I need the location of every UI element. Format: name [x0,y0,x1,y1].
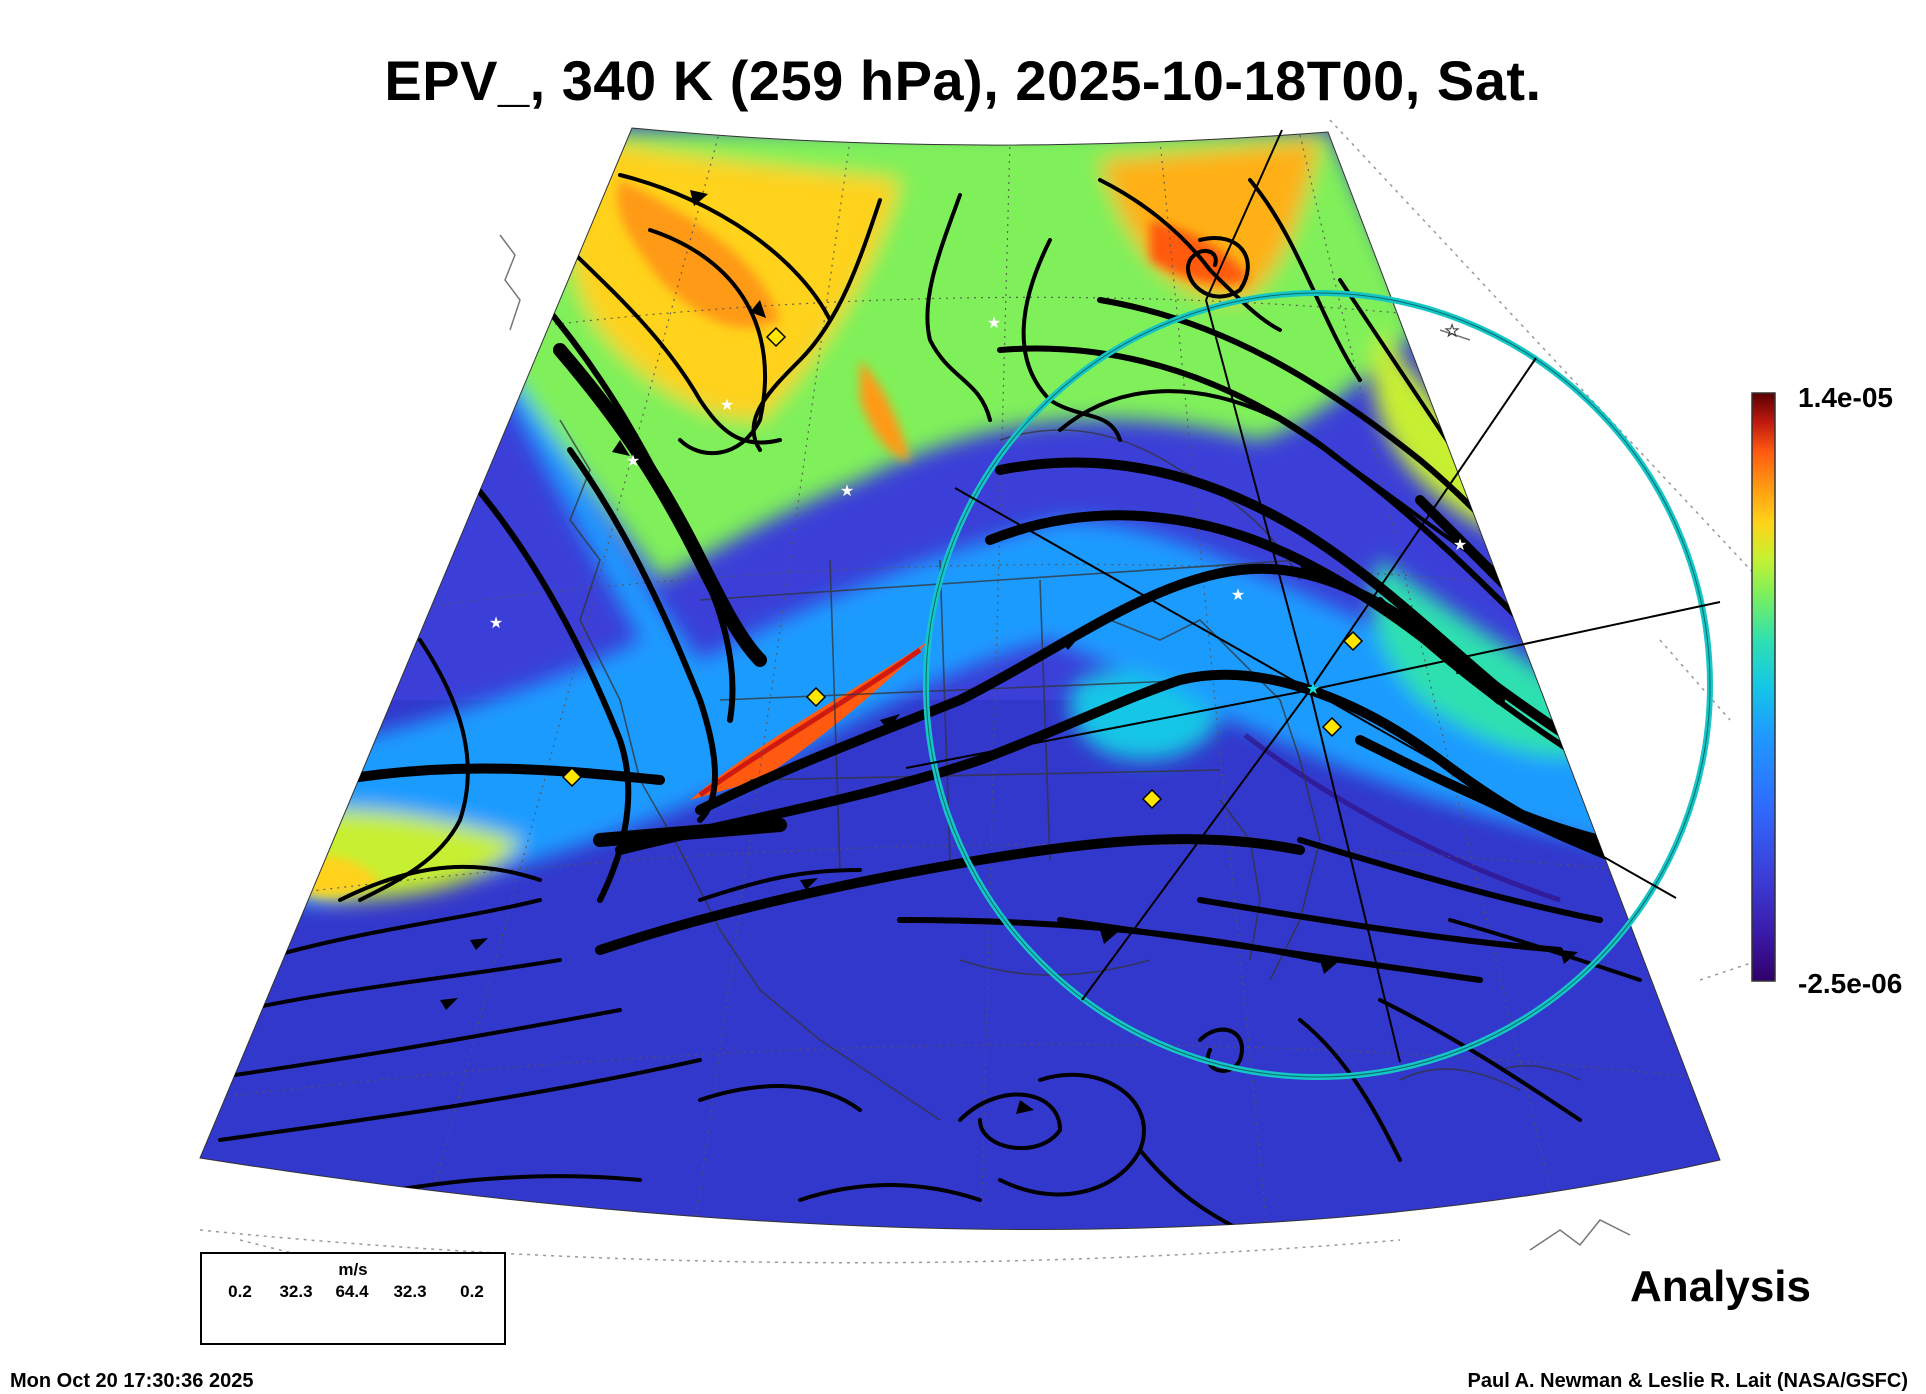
outer-graticule [199,119,1761,1264]
colorbar-max-label: 1.4e-05 [1798,382,1893,413]
credits: Paul A. Newman & Leslie R. Lait (NASA/GS… [1467,1370,1908,1392]
wind-legend-value: 32.3 [393,1282,427,1301]
wind-legend: m/s 0.2 32.3 64.4 32.3 0.2 [200,1252,506,1345]
wind-legend-value: 0.2 [460,1282,484,1301]
map-title: EPV_, 340 K (259 hPa), 2025-10-18T00, Sa… [384,49,1542,112]
wind-legend-value: 0.2 [228,1282,252,1301]
timestamp: Mon Oct 20 17:30:36 2025 [10,1370,254,1392]
star-marker-outline: ★ [1445,321,1459,340]
analysis-label: Analysis [1630,1262,1811,1311]
svg-text:★: ★ [626,451,640,470]
svg-text:★: ★ [1453,535,1467,554]
svg-text:★: ★ [489,613,503,632]
star-markers: ★ ★ ★ ★ ★ ★ ★ ★ [489,313,1467,698]
wind-legend-value: 32.3 [279,1282,313,1301]
streamline-arrows [440,190,1578,1114]
svg-text:★: ★ [1306,679,1320,698]
colorbar-min-label: -2.5e-06 [1798,968,1903,999]
diamond-markers [561,326,1364,810]
map-sector-outline [199,127,1721,1230]
section-lines [905,129,1721,1063]
wind-legend-value: 64.4 [335,1282,369,1301]
svg-text:★: ★ [1231,585,1245,604]
svg-text:★: ★ [720,395,734,414]
svg-text:★: ★ [987,313,1001,332]
outer-coastline [499,234,1631,1251]
graticule [200,129,1720,1230]
colorbar [1751,392,1776,982]
wind-legend-unit: m/s [338,1260,368,1279]
svg-text:★: ★ [840,481,854,500]
